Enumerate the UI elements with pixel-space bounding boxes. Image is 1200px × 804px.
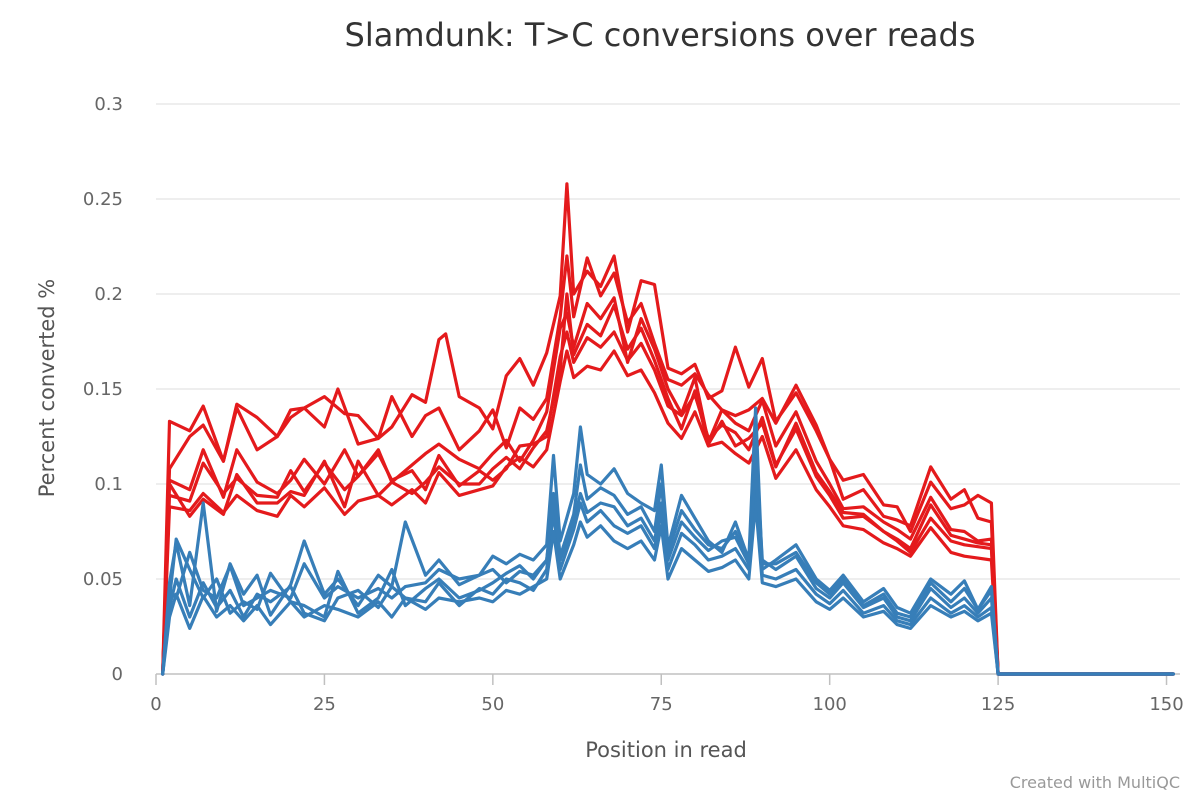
- series-line-9: [161, 482, 1175, 676]
- x-tick-label: 75: [650, 694, 673, 715]
- x-tick-label: 125: [981, 694, 1015, 715]
- y-tick-label: 0.25: [83, 189, 123, 210]
- y-tick-label: 0.3: [94, 94, 123, 115]
- y-tick-label: 0.15: [83, 379, 123, 400]
- series-line-2: [161, 254, 1175, 676]
- x-tick-label: 50: [481, 694, 504, 715]
- chart-title: Slamdunk: T>C conversions over reads: [345, 16, 976, 54]
- series-line-3: [161, 296, 1175, 676]
- y-tick-label: 0.1: [94, 474, 123, 495]
- series-line-7: [161, 406, 1175, 676]
- x-tick-label: 100: [813, 694, 847, 715]
- series-line-11: [161, 463, 1175, 676]
- x-tick-label: 150: [1149, 694, 1183, 715]
- y-axis-title: Percent converted %: [35, 279, 59, 498]
- series-line-6: [161, 292, 1175, 676]
- y-tick-label: 0.05: [83, 569, 123, 590]
- gridlines: [156, 103, 1180, 580]
- credit-text: Created with MultiQC: [1010, 773, 1180, 792]
- x-axis-title: Position in read: [585, 738, 747, 762]
- series-line-4: [161, 330, 1175, 676]
- series-line-10: [161, 501, 1175, 676]
- series-line-1: [161, 182, 1175, 676]
- series-lines: [161, 182, 1175, 676]
- series-line-5: [161, 349, 1175, 676]
- x-tick-label: 0: [150, 694, 161, 715]
- x-tick-label: 25: [313, 694, 336, 715]
- y-tick-label: 0.2: [94, 284, 123, 305]
- axes: 0 0.05 0.1 0.15 0.2 0.25 0.3 0 25 50 75 100 125 150: [83, 94, 1184, 715]
- y-tick-label: 0: [112, 664, 123, 685]
